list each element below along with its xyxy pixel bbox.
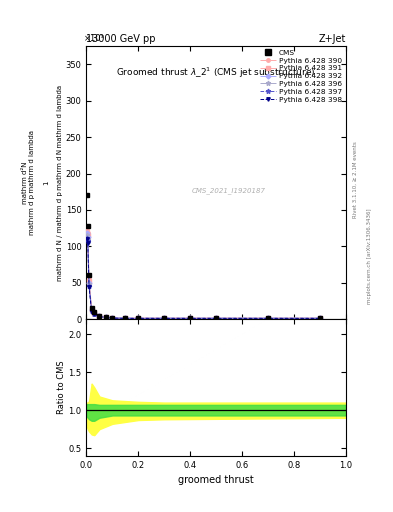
X-axis label: groomed thrust: groomed thrust <box>178 475 254 485</box>
Y-axis label: mathrm d²N
mathrm d p mathrm d lambda

1

mathrm d N / mathrm d p mathrm d N mat: mathrm d²N mathrm d p mathrm d lambda 1 … <box>22 84 63 281</box>
Text: CMS_2021_I1920187: CMS_2021_I1920187 <box>192 187 266 194</box>
Text: ×10³: ×10³ <box>84 34 105 44</box>
Text: Groomed thrust $\lambda\_2^1$ (CMS jet substructure): Groomed thrust $\lambda\_2^1$ (CMS jet s… <box>116 65 316 79</box>
Text: 13000 GeV pp: 13000 GeV pp <box>86 33 156 44</box>
Text: mcplots.cern.ch [arXiv:1306.3436]: mcplots.cern.ch [arXiv:1306.3436] <box>367 208 372 304</box>
Text: Rivet 3.1.10, ≥ 2.1M events: Rivet 3.1.10, ≥ 2.1M events <box>353 141 358 218</box>
Legend: CMS, Pythia 6.428 390, Pythia 6.428 391, Pythia 6.428 392, Pythia 6.428 396, Pyt: CMS, Pythia 6.428 390, Pythia 6.428 391,… <box>259 48 343 104</box>
Y-axis label: Ratio to CMS: Ratio to CMS <box>57 360 66 414</box>
Text: Z+Jet: Z+Jet <box>318 33 346 44</box>
